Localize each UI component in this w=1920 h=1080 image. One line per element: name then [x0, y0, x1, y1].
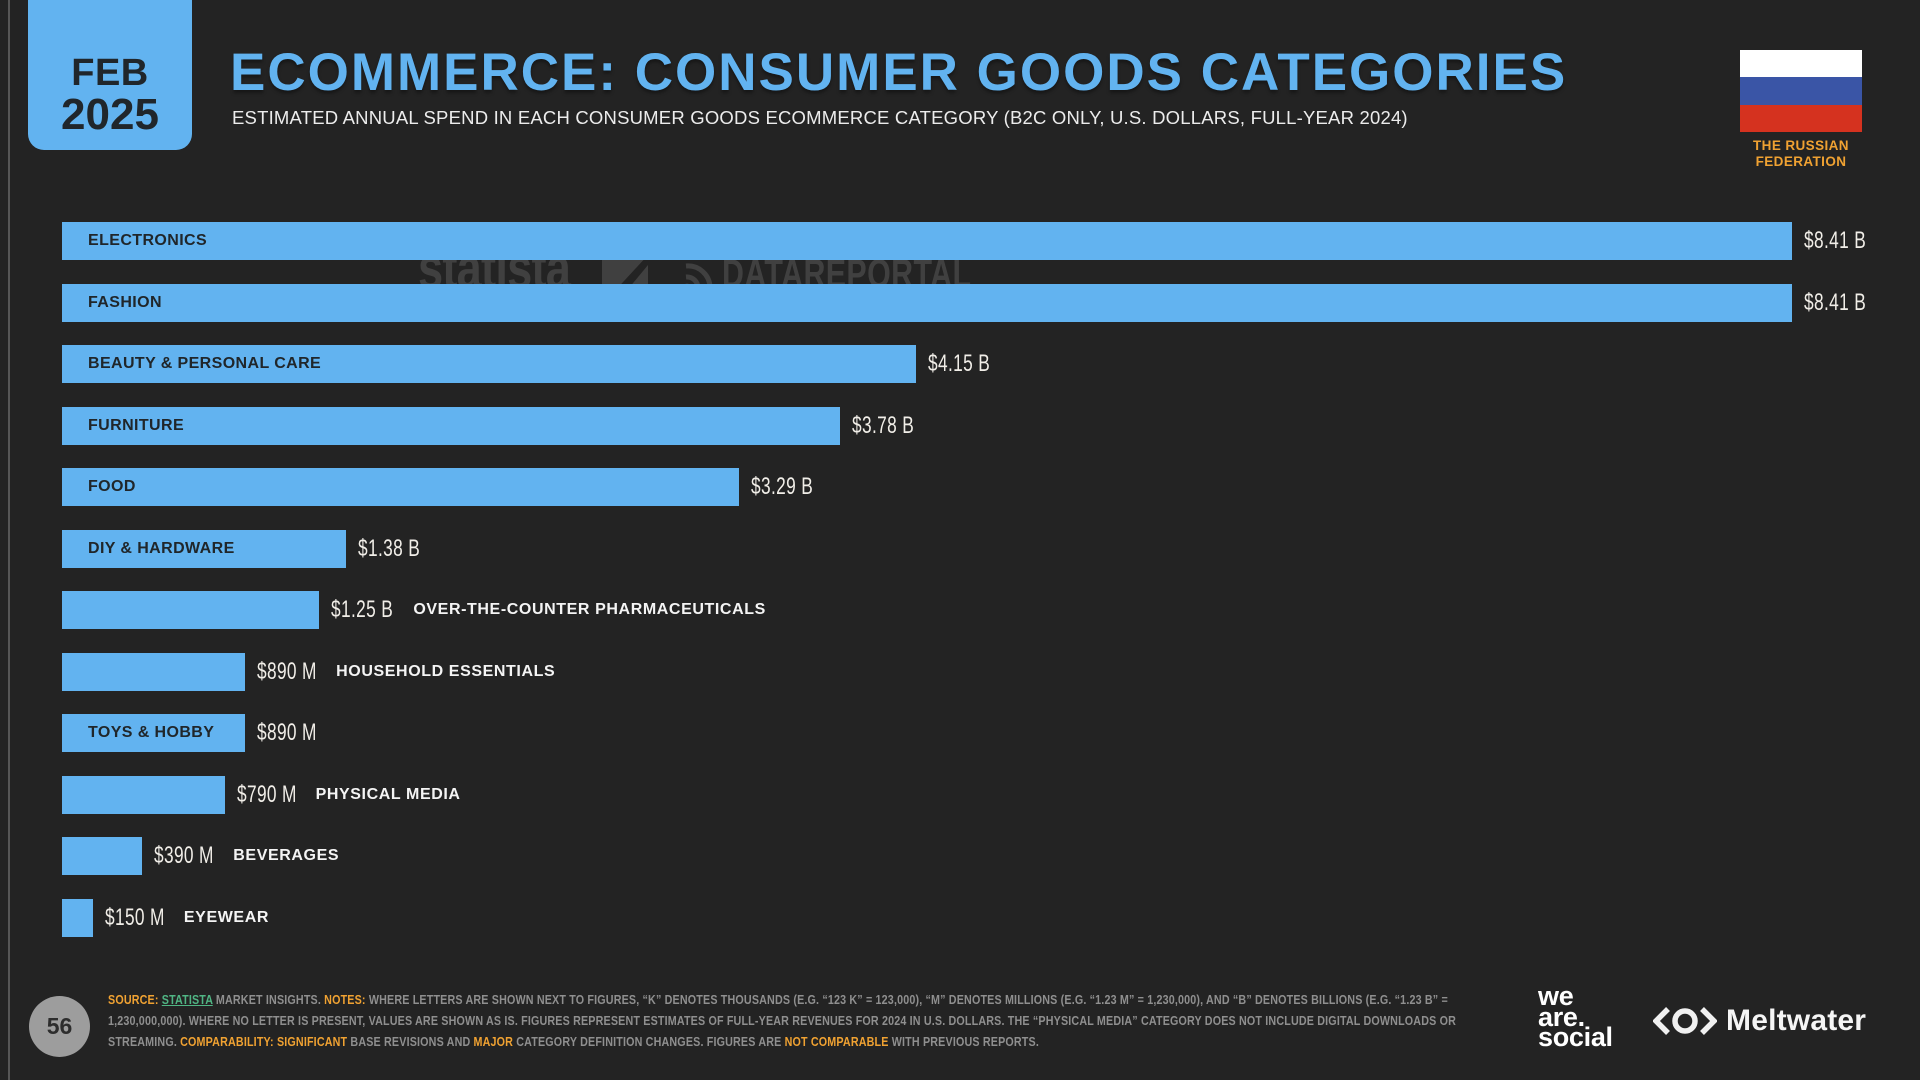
note-text: NOT COMPARABLE — [784, 1034, 889, 1049]
value-label: $1.25 B — [331, 596, 394, 623]
bar: BEAUTY & PERSONAL CARE — [62, 345, 916, 383]
country-label-line1: THE RUSSIAN — [1753, 138, 1849, 153]
country-label-line2: FEDERATION — [1755, 154, 1847, 169]
bar-row: DIY & HARDWARE $1.38 B — [62, 529, 1792, 568]
flag-stripe-blue — [1740, 77, 1862, 105]
edge-rule — [8, 0, 10, 1080]
bar-row: FURNITURE $3.78 B — [62, 406, 1792, 445]
value-label: $890 M — [257, 657, 317, 685]
value-label: $390 M — [154, 842, 215, 869]
value-label: $8.41 B — [1804, 227, 1867, 254]
date-badge: FEB 2025 — [28, 0, 192, 150]
bar-row: FASHION $8.41 B — [62, 283, 1866, 322]
source-note: SOURCE: STATISTA MARKET INSIGHTS. NOTES:… — [108, 989, 1511, 1052]
category-label-outside: PHYSICAL MEDIA — [315, 785, 461, 803]
russia-flag — [1740, 50, 1862, 132]
page-number-badge: 56 — [29, 996, 90, 1057]
bar: DIY & HARDWARE — [62, 529, 346, 568]
bar-row: TOYS & HOBBY $890 M — [62, 714, 1792, 752]
note-text: CATEGORY DEFINITION CHANGES. FIGURES ARE — [513, 1034, 785, 1049]
meltwater-logo: Meltwater — [1653, 1004, 1866, 1038]
value-label: $8.41 B — [1804, 288, 1867, 316]
bar — [62, 591, 320, 629]
bar: ELECTRONICS — [62, 222, 1792, 260]
flag-stripe-red — [1740, 104, 1862, 132]
value-label: $890 M — [257, 719, 317, 746]
bar: FASHION — [62, 283, 1792, 322]
bar — [62, 898, 93, 937]
bar: FURNITURE — [62, 406, 840, 445]
note-text: WITH PREVIOUS REPORTS. — [888, 1034, 1039, 1049]
note-text: WHERE LETTERS ARE SHOWN NEXT TO FIGURES,… — [108, 992, 1457, 1049]
value-label: $150 M — [104, 903, 165, 931]
category-label-outside: OVER-THE-COUNTER PHARMACEUTICALS — [413, 601, 766, 618]
note-text: MAJOR — [473, 1034, 514, 1049]
was-line-are: are. — [1538, 1001, 1585, 1032]
meltwater-wordmark: Meltwater — [1726, 1004, 1867, 1037]
we-are-social-logo: we are. social — [1538, 981, 1613, 1052]
note-text: MARKET INSIGHTS. — [212, 992, 325, 1007]
statista-link[interactable]: STATISTA — [161, 992, 213, 1007]
page-number: 56 — [46, 1013, 73, 1039]
value-label: $3.78 B — [851, 411, 914, 439]
bar-row: $390 M BEVERAGES — [62, 837, 1792, 875]
note-text: SOURCE: — [108, 992, 162, 1007]
bar: FOOD — [62, 468, 739, 506]
value-label: $1.38 B — [357, 534, 420, 562]
bar-chart: ELECTRONICS $8.41 B FASHION $8.41 B BEAU… — [62, 222, 1866, 937]
category-label-inside: FURNITURE — [88, 416, 185, 434]
badge-month: FEB — [71, 52, 149, 94]
note-text: BASE REVISIONS AND — [347, 1034, 474, 1049]
bar-row: BEAUTY & PERSONAL CARE $4.15 B — [62, 345, 1792, 383]
page-title: ECOMMERCE: CONSUMER GOODS CATEGORIES — [230, 43, 1568, 102]
bar — [62, 775, 225, 814]
bar-row: $890 M HOUSEHOLD ESSENTIALS — [62, 652, 1792, 691]
note-text: COMPARABILITY: SIGNIFICANT — [180, 1034, 348, 1049]
category-label-outside: BEVERAGES — [233, 847, 340, 864]
bar — [62, 652, 246, 691]
was-line-social: social — [1538, 1022, 1613, 1052]
bar-row: FOOD $3.29 B — [62, 468, 1792, 506]
bar-row: $790 M PHYSICAL MEDIA — [62, 775, 1792, 814]
bar: TOYS & HOBBY — [62, 714, 246, 752]
category-label-inside: DIY & HARDWARE — [88, 539, 235, 557]
bar — [62, 837, 143, 875]
category-label-inside: FASHION — [88, 293, 162, 311]
category-label-inside: ELECTRONICS — [88, 232, 208, 249]
was-line-we: we — [1538, 981, 1574, 1011]
bar-row: $150 M EYEWEAR — [62, 898, 1792, 937]
bar-row: ELECTRONICS $8.41 B — [62, 222, 1866, 260]
category-label-outside: EYEWEAR — [183, 908, 270, 926]
value-label: $790 M — [236, 780, 297, 808]
bar-row: $1.25 B OVER-THE-COUNTER PHARMACEUTICALS — [62, 591, 1792, 629]
category-label-inside: BEAUTY & PERSONAL CARE — [88, 355, 322, 372]
meltwater-eye-icon — [1653, 1007, 1717, 1035]
flag-stripe-white — [1740, 50, 1862, 78]
value-label: $3.29 B — [750, 473, 813, 500]
category-label-inside: FOOD — [88, 478, 136, 495]
badge-year: 2025 — [61, 90, 159, 139]
note-text: NOTES: — [324, 992, 369, 1007]
category-label-inside: TOYS & HOBBY — [88, 724, 215, 741]
country-label: THE RUSSIAN FEDERATION — [1705, 138, 1897, 170]
value-label: $4.15 B — [927, 350, 990, 377]
page-subtitle: ESTIMATED ANNUAL SPEND IN EACH CONSUMER … — [232, 107, 1408, 128]
category-label-outside: HOUSEHOLD ESSENTIALS — [336, 662, 556, 680]
